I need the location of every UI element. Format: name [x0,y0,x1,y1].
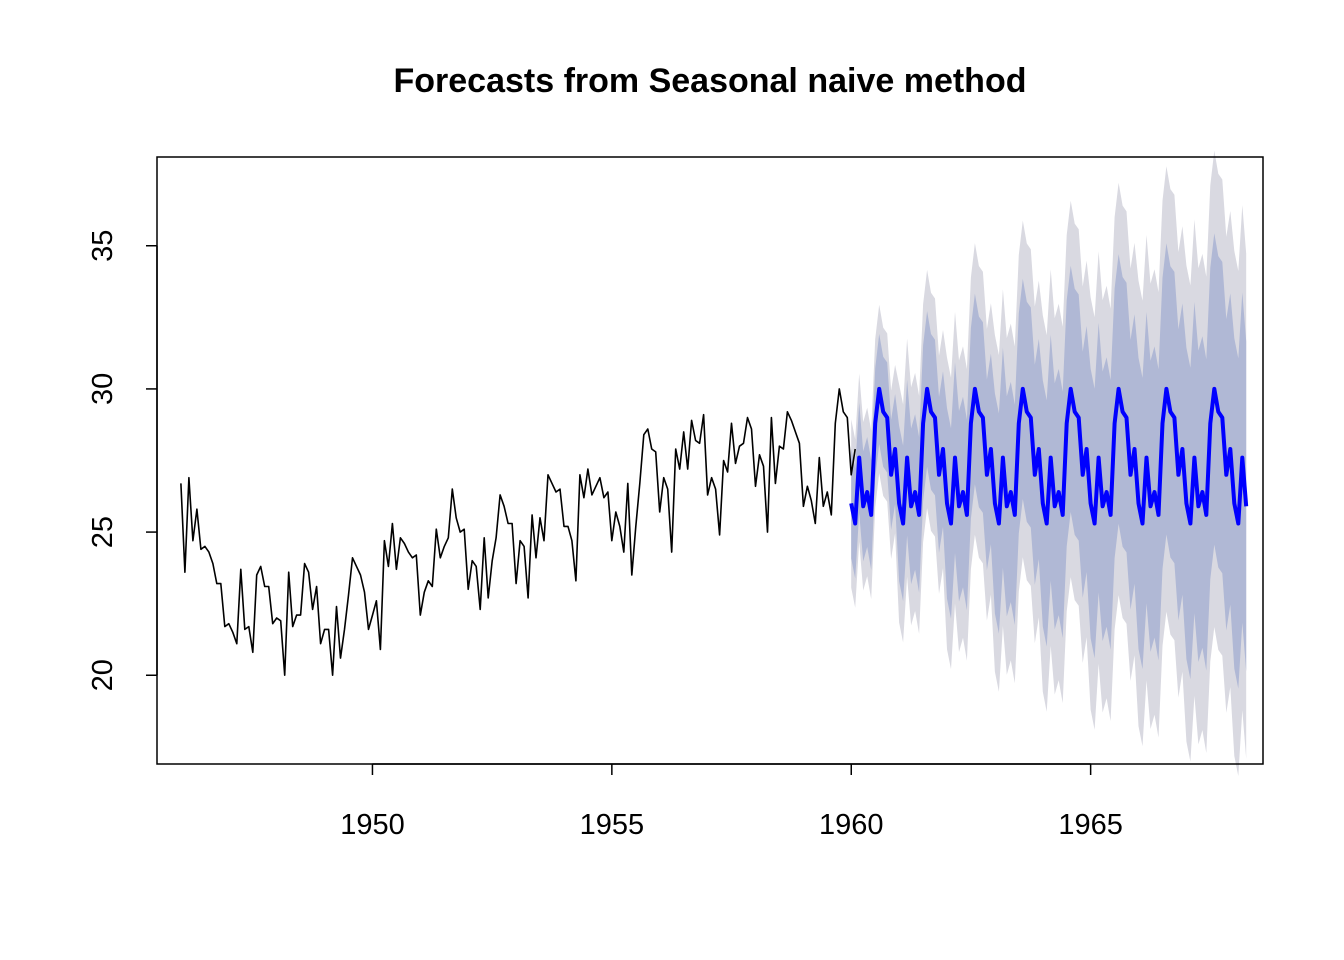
x-tick-label: 1955 [580,809,645,841]
y-tick-label: 35 [87,230,119,262]
chart-title: Forecasts from Seasonal naive method [394,62,1027,100]
x-tick-label: 1960 [819,809,884,841]
y-tick-label: 30 [87,373,119,405]
x-axis: 1950 1955 1960 1965 [340,763,1123,841]
series-lines [180,386,1249,677]
observed-series-line [180,388,856,677]
y-axis: 20 25 30 35 [87,230,158,691]
x-tick-label: 1950 [340,809,405,841]
y-tick-label: 20 [87,659,119,691]
forecast-series-line [849,386,1249,526]
y-tick-label: 25 [87,516,119,548]
x-tick-label: 1965 [1058,809,1123,841]
